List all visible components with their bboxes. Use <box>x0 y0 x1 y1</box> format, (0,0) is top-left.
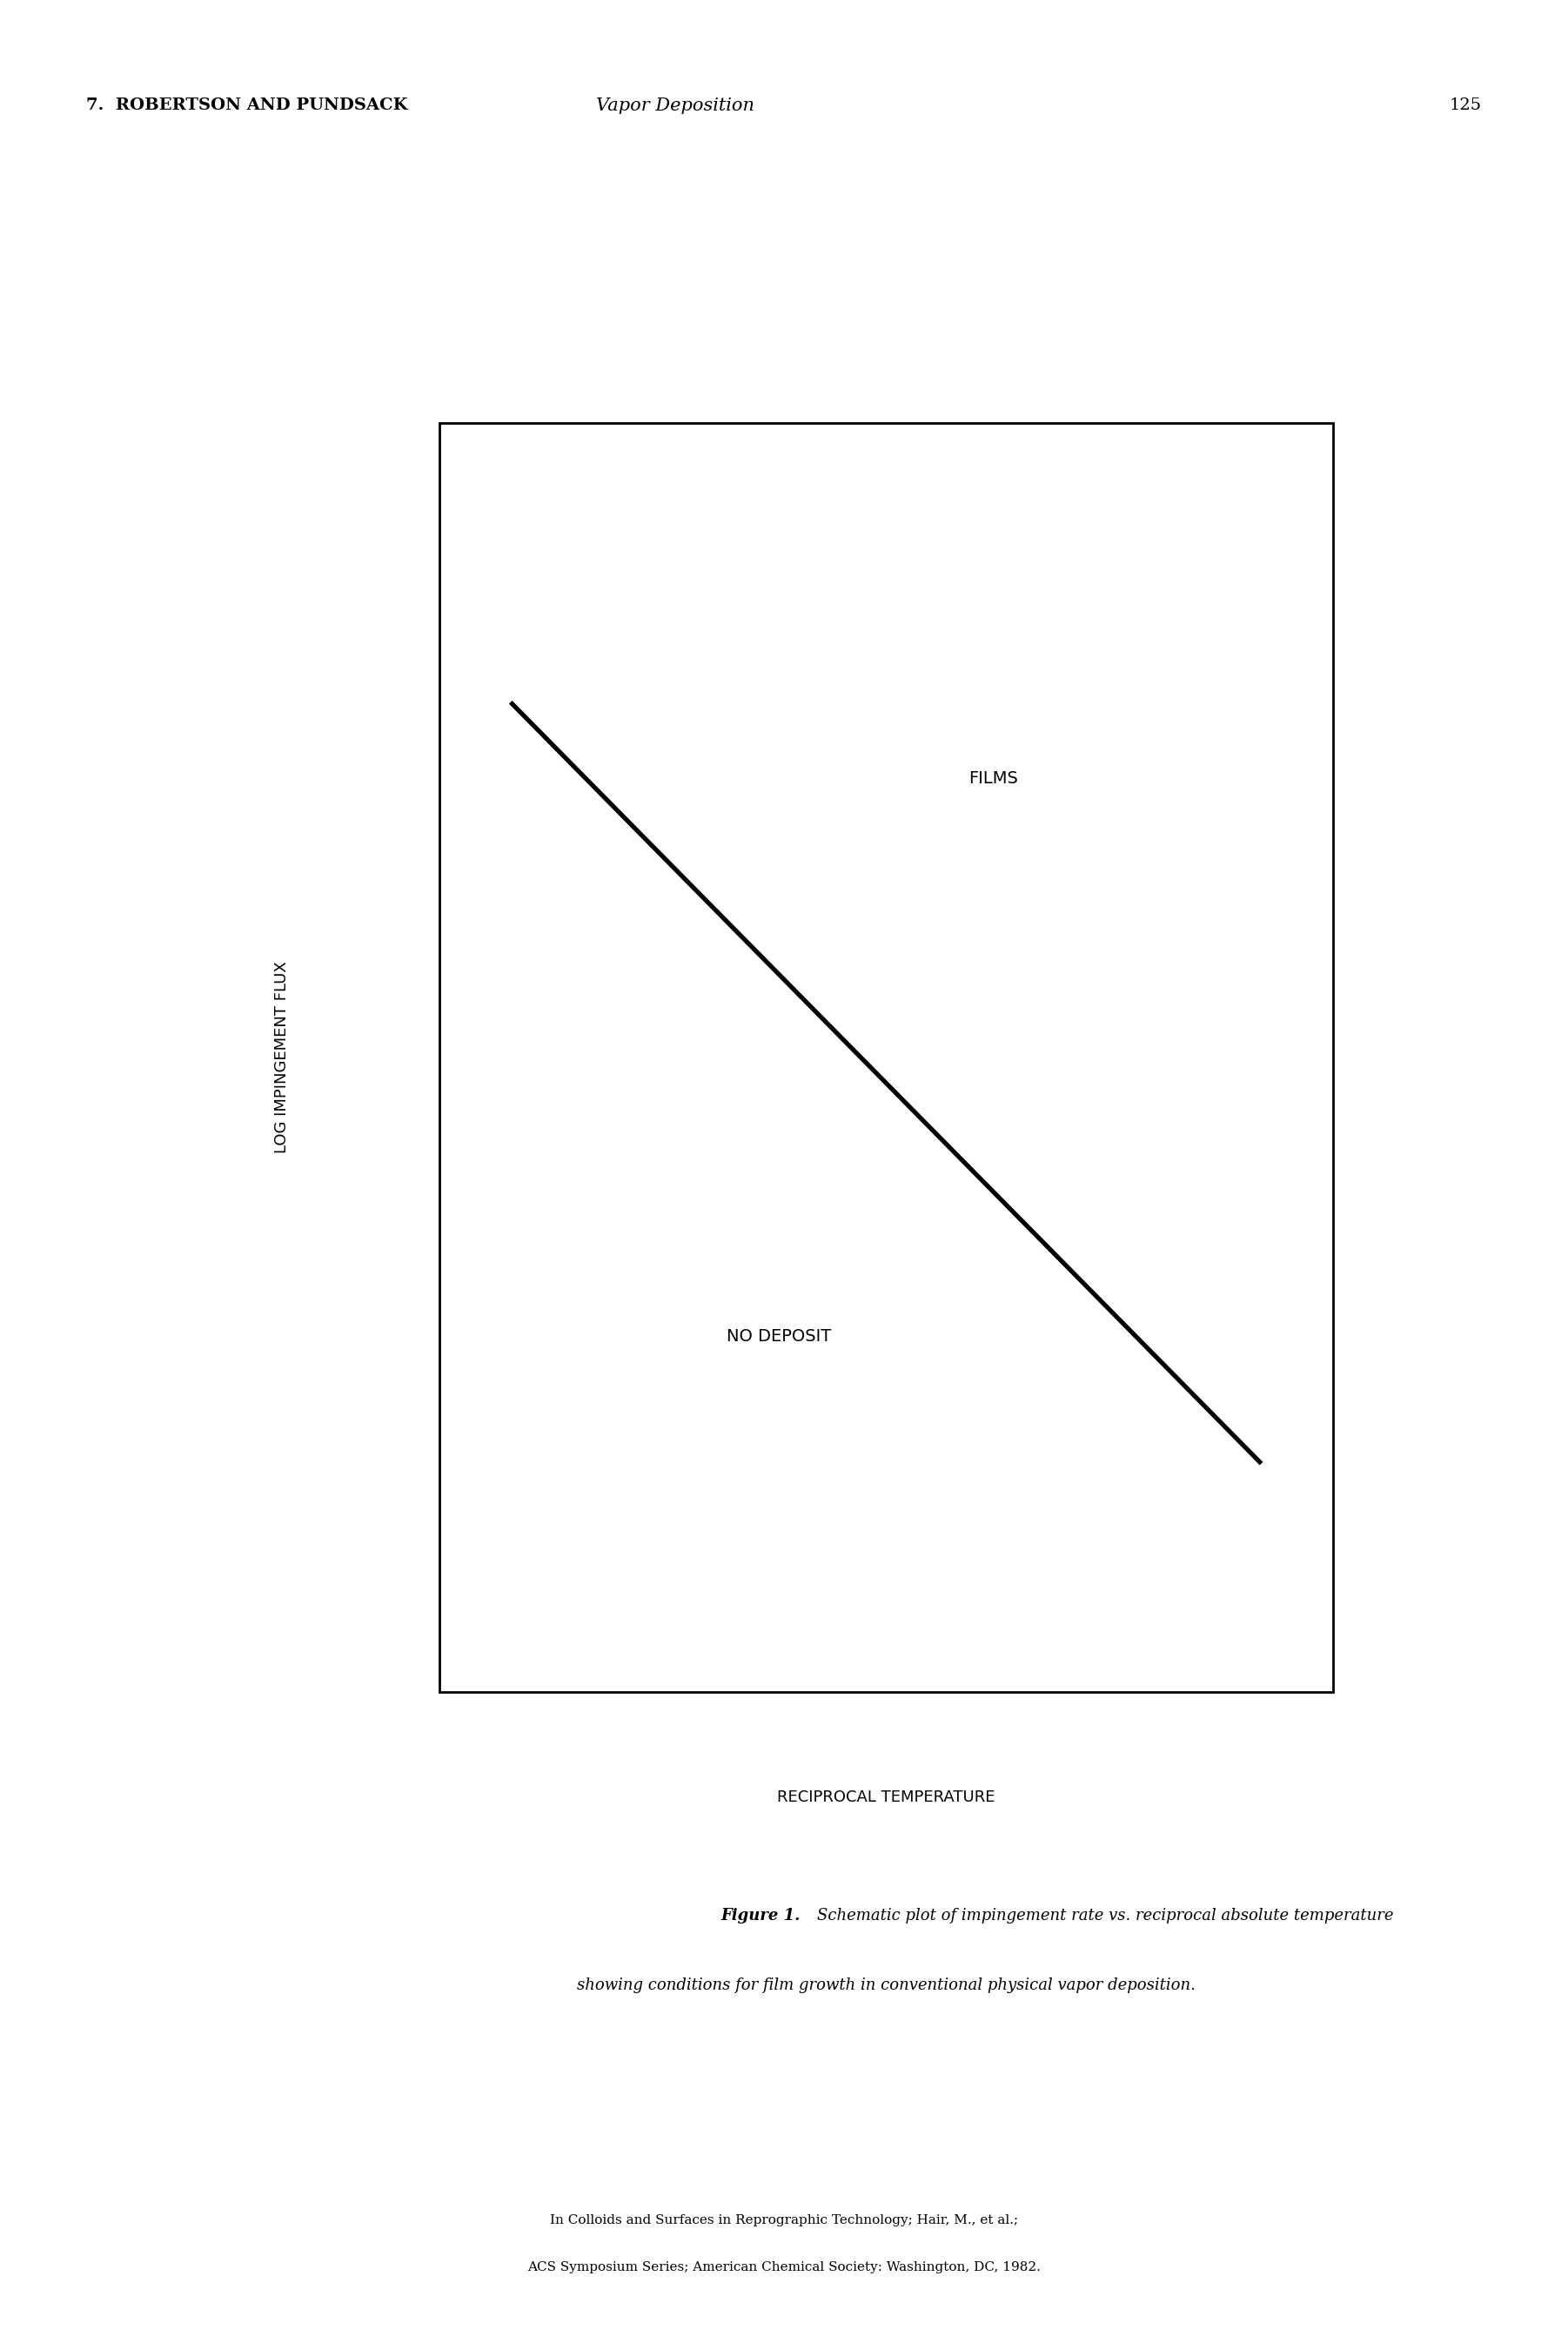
FancyBboxPatch shape <box>439 423 1333 1692</box>
Text: ACS Symposium Series; American Chemical Society: Washington, DC, 1982.: ACS Symposium Series; American Chemical … <box>527 2261 1041 2275</box>
Text: 7.  ROBERTSON AND PUNDSACK: 7. ROBERTSON AND PUNDSACK <box>86 99 408 113</box>
Text: FILMS: FILMS <box>969 771 1018 787</box>
Text: 125: 125 <box>1449 99 1482 113</box>
Text: NO DEPOSIT: NO DEPOSIT <box>726 1328 831 1344</box>
Text: Vapor Deposition: Vapor Deposition <box>596 96 754 115</box>
Text: RECIPROCAL TEMPERATURE: RECIPROCAL TEMPERATURE <box>776 1791 996 1805</box>
Text: showing conditions for film growth in conventional physical vapor deposition.: showing conditions for film growth in co… <box>577 1979 1195 1993</box>
Text: In Colloids and Surfaces in Reprographic Technology; Hair, M., et al.;: In Colloids and Surfaces in Reprographic… <box>550 2214 1018 2228</box>
Text: LOG IMPINGEMENT FLUX: LOG IMPINGEMENT FLUX <box>274 961 290 1154</box>
Text: Figure 1.: Figure 1. <box>721 1908 801 1922</box>
Text: Schematic plot of impingement rate vs. reciprocal absolute temperature: Schematic plot of impingement rate vs. r… <box>817 1908 1394 1922</box>
